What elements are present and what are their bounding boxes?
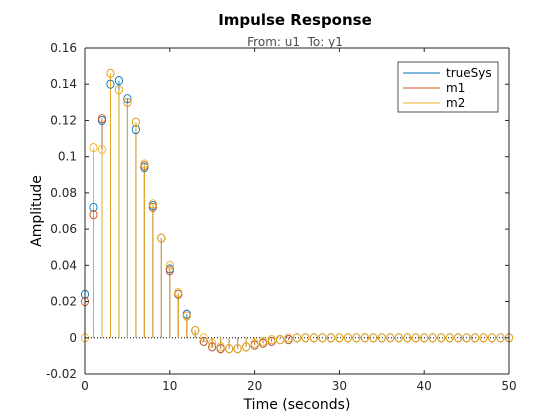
- y-axis-ticks: -0.02 0 0.02 0.04 0.06 0.08 0.1 0.12 0.14 0.16: [46, 41, 509, 381]
- stem-lines: [84, 73, 289, 349]
- stem-markers: [80, 68, 514, 354]
- y-tick-label: 0.04: [50, 258, 77, 272]
- stem-marker-m2: [165, 260, 174, 270]
- stem-marker-m1: [97, 114, 107, 124]
- stem-marker-m2: [403, 333, 412, 343]
- stem-marker-m2: [437, 333, 446, 343]
- stem-marker-m2: [479, 333, 488, 343]
- stem-marker-m2: [318, 333, 327, 343]
- stem-marker-m2: [157, 233, 166, 243]
- stem-marker-m2: [369, 333, 378, 343]
- x-tick-label: 20: [247, 379, 262, 393]
- stem-marker-m2: [301, 333, 310, 343]
- y-tick-label: 0.02: [50, 295, 77, 309]
- stem-marker-m2: [352, 333, 361, 343]
- y-tick-label: -0.02: [46, 367, 77, 381]
- y-tick-label: 0.16: [50, 41, 77, 55]
- stem-marker-m2: [445, 333, 454, 343]
- stem-marker-m2: [487, 333, 497, 343]
- x-axis-ticks: 0 10 20 30 40 50: [81, 48, 517, 393]
- stem-marker-m2: [199, 333, 208, 343]
- stem-marker-m2: [148, 199, 157, 209]
- x-tick-label: 50: [501, 379, 516, 393]
- stem-marker-m1: [208, 342, 217, 352]
- stem-marker-m2: [182, 311, 191, 321]
- stem-marker-m2: [360, 333, 369, 343]
- stem-marker-trueSys: [131, 124, 140, 135]
- stem-marker-m2: [97, 144, 107, 154]
- stem-marker-m2: [335, 333, 344, 343]
- x-tick-label: 10: [162, 379, 177, 393]
- y-tick-label: 0.14: [50, 77, 77, 91]
- stem-marker-m2: [174, 287, 183, 298]
- y-tick-label: 0.08: [50, 186, 77, 200]
- stem-marker-m2: [309, 333, 319, 343]
- stem-marker-trueSys: [89, 202, 98, 212]
- legend-label-m1: m1: [446, 81, 465, 95]
- legend-box: [397, 61, 499, 113]
- stem-marker-m2: [250, 338, 259, 348]
- legend-label-trueSys: trueSys: [446, 66, 492, 80]
- stem-marker-m2: [225, 344, 234, 354]
- stem-marker-trueSys: [123, 94, 132, 104]
- stem-marker-m2: [267, 335, 276, 345]
- stem-marker-m2: [377, 333, 386, 343]
- stem-marker-m2: [386, 333, 395, 343]
- stem-marker-m2: [106, 68, 115, 78]
- y-axis-label: Amplitude: [29, 175, 45, 247]
- stem-marker-m2: [292, 333, 302, 343]
- axes-box: [84, 47, 510, 375]
- stem-marker-m2: [326, 333, 335, 343]
- chart-subtitle: From: u1 To: y1: [247, 35, 343, 49]
- stem-marker-m2: [191, 325, 200, 336]
- stem-marker-m2: [140, 159, 149, 169]
- stem-marker-m2: [208, 338, 217, 348]
- stem-marker-m2: [89, 143, 98, 153]
- chart-title: Impulse Response: [218, 11, 372, 29]
- stem-marker-trueSys: [114, 76, 123, 86]
- y-tick-label: 0.06: [50, 222, 77, 236]
- y-tick-label: 0: [69, 331, 77, 345]
- stem-marker-m2: [284, 333, 293, 343]
- stem-marker-m2: [343, 333, 352, 343]
- x-axis-label: Time (seconds): [243, 397, 351, 413]
- stem-marker-m2: [462, 333, 471, 343]
- x-tick-label: 30: [332, 379, 347, 393]
- y-tick-label: 0.12: [50, 113, 77, 127]
- y-tick-label: 0.1: [58, 150, 77, 164]
- stem-marker-m2: [394, 333, 403, 343]
- stem-marker-m2: [131, 117, 140, 127]
- stem-marker-m1: [148, 202, 157, 212]
- stem-marker-m2: [275, 335, 285, 345]
- stem-marker-trueSys: [106, 79, 115, 89]
- stem-marker-m2: [420, 333, 429, 343]
- stem-marker-m2: [411, 333, 420, 343]
- stem-marker-m2: [233, 344, 242, 354]
- stem-marker-m2: [259, 336, 268, 346]
- stem-marker-m2: [114, 85, 123, 95]
- stem-marker-m1: [199, 336, 208, 346]
- stem-marker-m2: [471, 333, 480, 343]
- stem-marker-m2: [123, 97, 132, 107]
- x-tick-label: 40: [417, 379, 432, 393]
- stem-marker-m1: [165, 266, 174, 276]
- stem-marker-m2: [454, 333, 463, 343]
- stem-marker-m2: [428, 333, 437, 343]
- stem-marker-m2: [242, 342, 251, 352]
- legend-label-m2: m2: [446, 96, 465, 110]
- x-tick-label: 0: [81, 379, 89, 393]
- stem-marker-m1: [89, 210, 98, 220]
- stem-marker-m2: [216, 342, 225, 352]
- stem-marker-m2: [496, 333, 505, 343]
